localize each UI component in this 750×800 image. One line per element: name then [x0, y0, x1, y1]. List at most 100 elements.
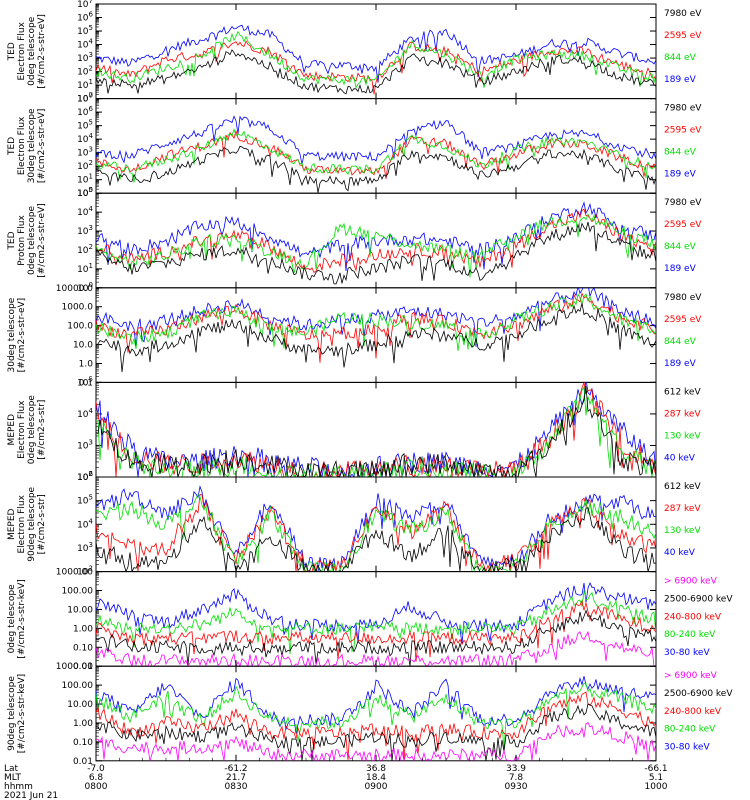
panel-frame [95, 476, 657, 573]
series-line-black [96, 303, 656, 373]
y-tick-label: 0.10 [73, 643, 93, 653]
series-line-red [96, 599, 656, 662]
flux-panel-3: 100 101 102 103 104 105 TED Proton Flux 0deg tel… [7, 186, 702, 294]
y-axis-label: [#/cm2-s-str-eV] [17, 298, 27, 373]
flux-panel-7: 0.01 0.10 1.00 10.00 100.00 1000.00 0deg teles… [7, 568, 733, 673]
y-tick-label: 104 [77, 517, 93, 530]
y-axis-label: [#/cm2-s-str-keV] [17, 579, 27, 658]
y-tick-label: 101 [77, 262, 93, 275]
series-line-black [96, 49, 656, 95]
y-axis-label: 0deg telescope [27, 16, 37, 86]
series-line-green [96, 590, 656, 655]
legend-entry: 7980 eV [664, 9, 702, 19]
series-line-black [96, 145, 656, 193]
y-tick-label: 105 [77, 186, 93, 199]
x-tick-label: 21.7 [226, 773, 246, 783]
legend-entry: 40 keV [664, 548, 696, 558]
y-axis-label: Electron Flux [17, 116, 27, 175]
y-axis-label: [#/cm2-s-str] [37, 400, 47, 460]
y-tick-label: 10.00 [67, 605, 93, 615]
x-axis-row-label: hhmm [4, 782, 33, 792]
x-axis-row-label: MLT [4, 773, 22, 783]
legend-entry: 30-80 keV [664, 743, 710, 753]
series-line-black [96, 386, 656, 477]
y-tick-label: 107 [77, 0, 93, 10]
legend-entry: 844 eV [664, 242, 697, 252]
y-axis-label: MEPED [7, 414, 17, 446]
series-line-red [96, 129, 656, 179]
series-line-red [96, 691, 656, 761]
y-axis-label: 0deg telescope [7, 584, 17, 654]
legend-entry: 2595 eV [664, 315, 702, 325]
y-axis-label: Proton Flux [17, 215, 27, 266]
y-axis-label: 90deg telescope [27, 486, 37, 561]
y-tick-label: 107 [77, 92, 93, 105]
series-line-magenta [96, 722, 656, 761]
y-tick-label: 103 [77, 224, 93, 237]
flux-panel-6: 102 103 104 105 106 MEPED Electron Flux 90deg t… [7, 470, 701, 578]
legend-entry: 240-800 keV [664, 707, 722, 717]
legend-entry: 189 eV [664, 359, 697, 369]
y-axis-label: TED [7, 231, 17, 250]
y-axis-label: 0deg telescope [27, 395, 37, 465]
y-tick-label: 104 [77, 407, 93, 420]
legend-entry: 2500-6900 keV [664, 594, 733, 604]
y-tick-label: 104 [77, 205, 93, 218]
y-axis-label: 90deg telescope [7, 676, 17, 751]
y-axis-label: MEPED [7, 508, 17, 540]
y-tick-label: 106 [77, 470, 93, 483]
y-tick-label: 100.00 [62, 587, 94, 597]
y-tick-label: 101 [77, 78, 93, 91]
series-line-black [96, 507, 656, 572]
series-line-red [96, 382, 656, 477]
x-axis: Lat -7.0 -61.2 36.8 33.9 -66.1 MLT 6.8 21.7 18.4 7… [4, 4, 668, 800]
x-axis-row-label: Lat [4, 764, 19, 774]
series-line-red [96, 292, 656, 363]
y-tick-label: 0.01 [73, 757, 93, 767]
legend-entry: 40 keV [664, 453, 696, 463]
y-tick-label: 10.0 [73, 341, 93, 351]
legend-entry: 2595 eV [664, 126, 702, 136]
series-line-blue [96, 581, 656, 644]
y-tick-label: 0.01 [73, 662, 93, 672]
y-axis-label: Electron Flux [17, 21, 27, 80]
x-tick-label: 1000 [645, 782, 668, 792]
legend-entry: 189 eV [664, 170, 697, 180]
series-line-black [96, 703, 656, 761]
y-tick-label: 1000.00 [56, 568, 93, 578]
y-tick-label: 0.1 [79, 378, 93, 388]
y-tick-label: 105 [77, 375, 93, 388]
series-line-black [96, 221, 656, 285]
x-tick-label: 36.8 [366, 764, 386, 774]
y-axis-label: [#/cm2-s-str] [37, 494, 47, 554]
y-tick-label: 105 [77, 494, 93, 507]
series-line-green [96, 127, 656, 183]
y-tick-label: 103 [77, 438, 93, 451]
series-line-black [96, 609, 656, 667]
y-tick-label: 1.0 [79, 359, 94, 369]
series-line-blue [96, 676, 656, 734]
x-tick-label: 33.9 [506, 764, 526, 774]
series-line-red [96, 494, 656, 572]
y-axis-label: 0deg telescope [27, 206, 37, 276]
legend-entry: > 6900 keV [664, 577, 718, 587]
x-tick-label: 7.8 [509, 773, 524, 783]
y-tick-label: 105 [77, 24, 93, 37]
x-tick-label: 0900 [365, 782, 388, 792]
legend-entry: 130 keV [664, 526, 701, 536]
y-tick-label: 101 [77, 173, 93, 186]
y-tick-label: 1000.00 [56, 662, 93, 672]
series-line-red [96, 40, 656, 95]
legend-entry: 612 keV [664, 387, 701, 397]
y-tick-label: 0.10 [73, 738, 93, 748]
y-axis-label: TED [7, 42, 17, 61]
flux-panel-5: 102 103 104 105 MEPED Electron Flux 0deg teles… [7, 375, 701, 483]
y-tick-label: 103 [77, 51, 93, 64]
y-axis-label: 30deg telescope [27, 108, 37, 183]
y-tick-label: 100 [77, 92, 93, 105]
panel-frame [95, 192, 657, 289]
series-line-green [96, 213, 656, 278]
series-line-green [96, 293, 656, 351]
